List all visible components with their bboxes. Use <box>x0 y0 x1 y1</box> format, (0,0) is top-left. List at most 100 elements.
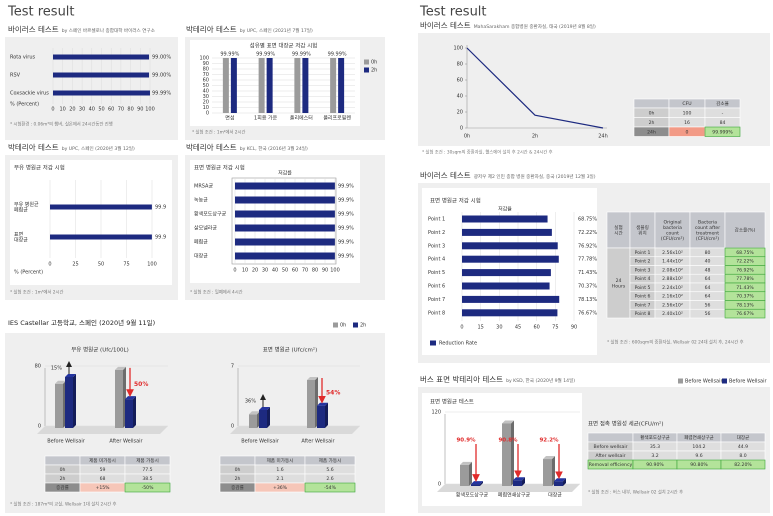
section-title: IES Castellar 고등학교, 스페인 (2020년 9월 11일) <box>8 318 155 327</box>
y-tick-label: 20 <box>203 100 209 106</box>
legend-swatch <box>430 340 436 346</box>
table-text: 2h <box>60 476 66 482</box>
table-text: 8.0 <box>739 453 746 459</box>
category-label: 살모넬라균 <box>194 225 217 232</box>
y-tick-label: 80 <box>35 364 41 370</box>
table-text: 증감률 <box>56 484 69 491</box>
legend-label: Before Wellsair <box>729 379 768 385</box>
x-tick-label: 50 <box>98 262 104 268</box>
y-tick-label: 100 <box>453 46 463 52</box>
table-header: 폐렴연쇄상구균 <box>684 434 714 441</box>
table-text: 71.43% <box>736 285 754 291</box>
bar <box>302 58 309 113</box>
section-title-main: 박테리아 테스트 <box>8 142 59 152</box>
table-text: Point 2 <box>635 259 651 265</box>
value-label: 76.92% <box>578 243 597 249</box>
table-header: Original <box>664 219 682 225</box>
bar <box>462 242 558 250</box>
table-header: Bacteria <box>698 219 717 225</box>
note: * 실험 조건 : 187m³의 교실, Wellsair 1대 설치 2시간 … <box>10 501 116 508</box>
bar <box>462 255 559 263</box>
section-subtitle: by UPC, 스페인 (2021년 7월 17일) <box>240 27 313 34</box>
x-tick-label: 50 <box>282 268 288 274</box>
bar <box>258 58 265 113</box>
table-header: 감소율 <box>716 100 729 107</box>
bar <box>294 58 301 113</box>
bar <box>502 423 511 486</box>
bar <box>471 484 480 486</box>
table-text: 35.3 <box>650 444 660 450</box>
table-text: 2.24x10² <box>662 285 683 291</box>
legend-label: Before Wellsair <box>685 379 724 385</box>
section-title: 바이러스 테스트 by 스페인 바르셀로나 종합대학 바이러스 연구소 <box>8 24 155 34</box>
category-label: 폐렴균 <box>194 239 208 246</box>
value-label: 99.00% <box>152 55 171 61</box>
table-text: Point 7 <box>635 302 651 308</box>
x-tick-label: 100 <box>330 268 340 274</box>
x-tick-label: 1회용 가운 <box>254 115 278 122</box>
table-header: bacteria <box>663 225 682 231</box>
bar <box>235 238 335 246</box>
x-tick-label: 70 <box>118 107 124 113</box>
table-text: 5.6 <box>326 467 333 473</box>
x-axis-label: % (Percent) <box>10 102 39 108</box>
table-text: Point 5 <box>635 285 651 291</box>
value-label: 99.9% <box>338 212 354 218</box>
table-text: 2.56x10² <box>662 250 683 256</box>
legend-swatch <box>722 378 727 384</box>
y-tick-label: 90 <box>203 61 209 67</box>
table-text: 72.22% <box>736 259 754 265</box>
bar <box>65 377 73 428</box>
table-text: Removal efficiency <box>589 462 633 468</box>
table-text: 2.08x10² <box>662 267 683 273</box>
bar-top <box>259 407 270 410</box>
bar <box>462 282 550 290</box>
annotation: 90.9% <box>456 438 476 444</box>
x-tick-label: 60 <box>533 325 539 331</box>
category-label: Point 4 <box>428 257 445 263</box>
section-title: 박테리아 테스트 by UPC, 스페인 (2021년 7월 17일) <box>186 24 313 34</box>
table-text: 1.6 <box>276 467 283 473</box>
section-subtitle: by 스페인 바르셀로나 종합대학 바이러스 연구소 <box>62 27 155 34</box>
x-tick-label: After Wellsair <box>109 439 143 445</box>
note: * 실험 조건 : 1m²에서 2시간 <box>192 129 245 136</box>
table-cell <box>724 308 766 319</box>
table-text: 82.20% <box>734 462 752 468</box>
value-label: 77.78% <box>578 257 597 263</box>
chart-title: 섬유별 표면 대장균 저감 시험 <box>250 42 318 50</box>
value-label: 99.99% <box>328 52 347 58</box>
annotation: 50% <box>134 381 148 388</box>
legend-swatch <box>333 322 338 328</box>
x-tick-label: 황색포도상구균 <box>456 492 489 499</box>
y-tick-label: 80 <box>203 67 209 73</box>
bar-series-label: 저감률 <box>278 170 292 177</box>
bar <box>266 58 273 113</box>
table-text: After wellsair <box>595 453 625 459</box>
value-label: 68.75% <box>578 217 597 223</box>
table-cell <box>704 126 741 137</box>
table-header: treatment <box>696 230 719 236</box>
x-tick-label: 60 <box>292 268 298 274</box>
category-label: 표면 <box>14 231 24 238</box>
table-text: +36% <box>273 485 288 491</box>
bar <box>259 410 267 428</box>
section-title-main: 박테리아 테스트 <box>186 142 237 152</box>
bar <box>317 405 325 428</box>
x-tick-label: 24h <box>598 134 608 140</box>
plot-frame <box>231 177 337 265</box>
bar-series-label: 저감율 <box>498 206 512 213</box>
y-tick-label: 0 <box>38 424 41 430</box>
table-text: 64 <box>705 285 711 291</box>
table-header: 황색포도상구균 <box>640 434 670 441</box>
section-title-main: 박테리아 테스트 <box>186 24 237 34</box>
bar <box>462 309 558 317</box>
bar <box>330 58 337 113</box>
table-text: -54% <box>324 485 337 491</box>
table-header: 대장균 <box>737 434 750 441</box>
x-tick-label: 75 <box>552 325 558 331</box>
table-header: (CFU/cm²) <box>696 236 719 242</box>
chart-title: 표면 병원균 저감 시험 <box>194 164 245 172</box>
legend-label: 2h <box>360 323 366 329</box>
table-header: 제품 미가동시 <box>89 457 116 464</box>
